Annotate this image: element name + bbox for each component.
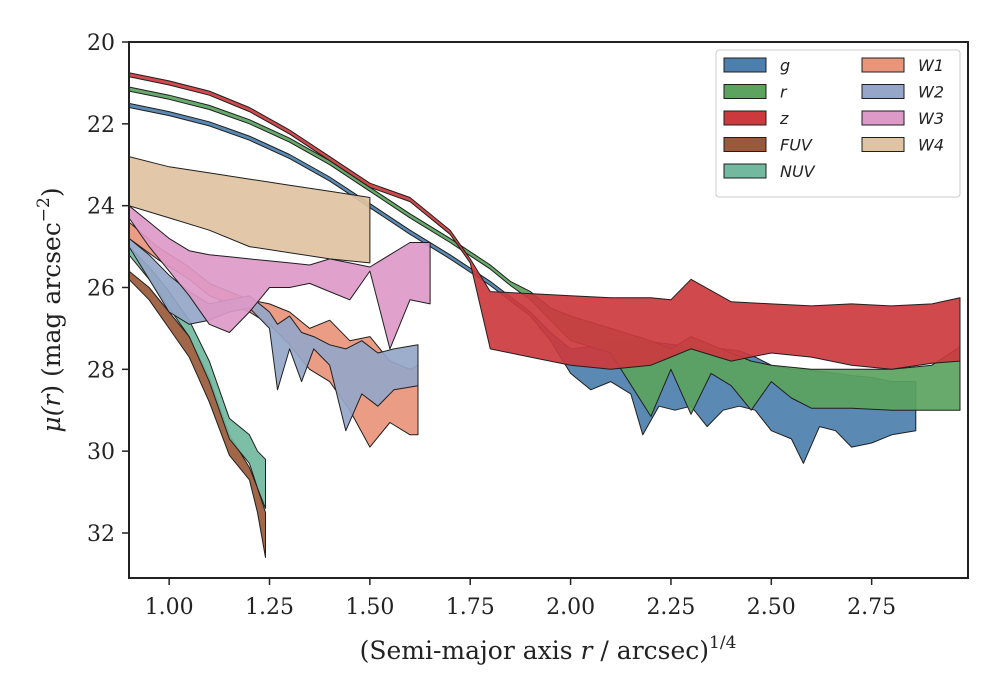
y-tick-label: 20 [87,31,115,56]
x-tick-label: 2.75 [847,595,896,620]
legend-swatch-nuv [723,163,767,179]
x-tick-label: 2.25 [646,595,695,620]
legend-swatch-r [723,84,767,99]
x-tick-label: 2.50 [747,595,796,620]
y-tick-label: 28 [87,358,115,383]
y-axis-title: μ(r) (mag arcsec−2) [34,187,66,432]
x-tick-label: 1.50 [345,595,394,620]
x-axis-title: (Semi-major axis r / arcsec)1/4 [360,633,737,665]
y-axis: 20 22 24 26 28 30 32 [87,31,129,547]
legend-label-fuv: FUV [780,136,813,155]
legend-label-w3: W3 [918,109,944,128]
legend-swatch-fuv [723,137,767,152]
legend-swatch-w1 [861,57,905,73]
y-tick-label: 24 [87,195,115,220]
legend: grz FUV NUV W1 W2 W3 W4 [715,49,961,198]
y-tick-label: 26 [87,276,115,301]
x-tick-label: 1.75 [446,595,495,620]
x-axis: 1.00 1.25 1.50 1.75 2.00 2.25 2.50 2.75 [145,578,896,620]
y-tick-label: 32 [87,522,115,547]
legend-label-r: r [780,83,788,102]
band-w4 [129,156,371,264]
legend-swatch-w3 [861,110,905,126]
band-w3 [129,205,431,350]
x-tick-label: 1.00 [145,595,194,620]
legend-swatch-z [723,110,767,126]
legend-label-nuv: NUV [780,162,816,181]
legend-swatch-w2 [861,84,905,99]
x-tick-label: 2.00 [546,595,595,620]
band-z [129,72,961,370]
y-tick-label: 22 [87,113,115,138]
series-bands [129,72,961,558]
plot-frame [128,41,969,579]
legend-swatch-g [723,57,767,73]
legend-label-w4: W4 [918,136,944,155]
x-tick-label: 1.25 [245,595,294,620]
legend-label-z: z [779,109,789,128]
legend-label-w1: W1 [918,56,944,75]
y-tick-label: 30 [87,440,115,465]
legend-label-w2: W2 [918,83,944,102]
legend-label-g: g [780,56,790,75]
legend-swatch-w4 [861,137,905,152]
